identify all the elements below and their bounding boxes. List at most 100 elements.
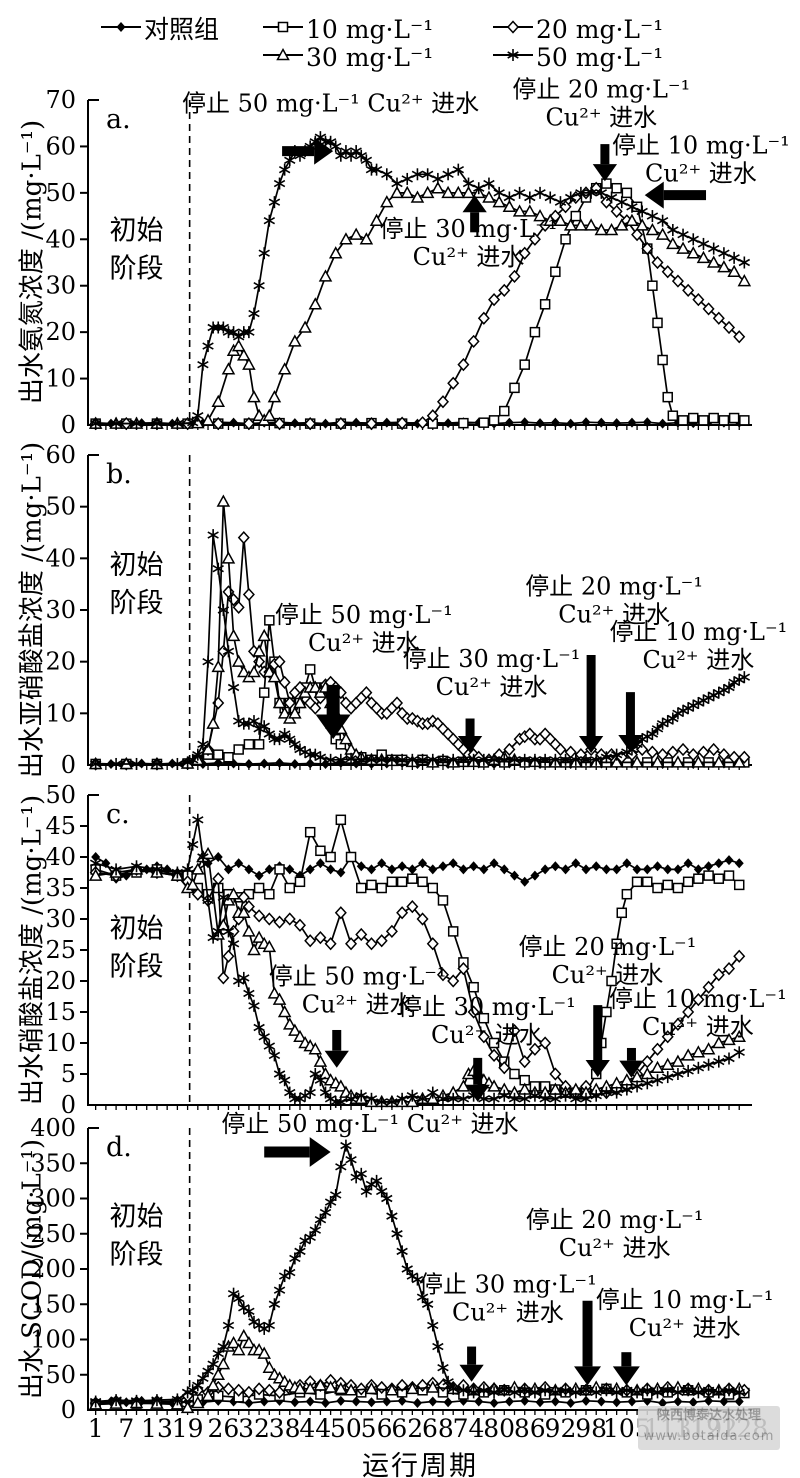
asterisk-marker-icon xyxy=(490,48,536,68)
svg-text:停止 10 mg·L⁻¹: 停止 10 mg·L⁻¹ xyxy=(609,618,787,646)
svg-text:0: 0 xyxy=(61,1091,76,1119)
svg-text:98: 98 xyxy=(575,1414,607,1443)
svg-text:200: 200 xyxy=(30,1255,76,1283)
svg-text:50: 50 xyxy=(330,1414,362,1443)
svg-text:70: 70 xyxy=(45,86,76,114)
y-axis-title-c: 出水硝酸盐浓度 /(mg·L⁻¹) xyxy=(17,794,48,1106)
svg-text:50: 50 xyxy=(45,781,76,809)
svg-text:停止 50 mg·L⁻¹ Cu²⁺ 进水: 停止 50 mg·L⁻¹ Cu²⁺ 进水 xyxy=(221,1110,518,1138)
svg-text:d.: d. xyxy=(106,1132,132,1163)
svg-text:20: 20 xyxy=(45,648,76,676)
svg-text:阶段: 阶段 xyxy=(110,952,164,983)
svg-text:5: 5 xyxy=(61,1060,76,1088)
svg-text:40: 40 xyxy=(45,843,76,871)
svg-text:Cu²⁺ 进水: Cu²⁺ 进水 xyxy=(452,1298,564,1326)
svg-text:初始: 初始 xyxy=(110,1201,164,1232)
svg-text:停止 50 mg·L⁻¹: 停止 50 mg·L⁻¹ xyxy=(275,601,453,629)
svg-text:30: 30 xyxy=(45,596,76,624)
svg-text:86: 86 xyxy=(514,1414,546,1443)
svg-text:0: 0 xyxy=(61,751,76,779)
legend-item-20: 20 mg·L⁻¹ xyxy=(490,17,663,43)
svg-text:Cu²⁺ 进水: Cu²⁺ 进水 xyxy=(642,646,754,674)
svg-text:停止 30 mg·L⁻¹: 停止 30 mg·L⁻¹ xyxy=(398,993,576,1021)
svg-text:b.: b. xyxy=(106,459,132,490)
svg-text:20: 20 xyxy=(45,318,76,346)
panel-c-series-open-diamond xyxy=(89,862,746,1100)
svg-text:Cu²⁺ 进水: Cu²⁺ 进水 xyxy=(413,243,525,271)
open-triangle-marker-icon xyxy=(260,47,306,68)
svg-text:32: 32 xyxy=(238,1414,270,1443)
y-axis-title-d: 出水 SCOD/(mg·L⁻¹) xyxy=(17,1138,48,1400)
legend-label-control: 对照组 xyxy=(144,15,220,44)
svg-text:50: 50 xyxy=(45,179,76,207)
svg-text:Cu²⁺ 进水: Cu²⁺ 进水 xyxy=(558,601,670,629)
svg-text:26: 26 xyxy=(207,1414,239,1443)
panel-c-series-asterisk xyxy=(89,813,745,1108)
legend: 对照组 10 mg·L⁻¹ 20 mg·L⁻¹ 30 mg·L⁻¹ 50 mg·… xyxy=(0,0,800,78)
legend-label-30: 30 mg·L⁻¹ xyxy=(306,43,434,72)
svg-text:Cu²⁺ 进水: Cu²⁺ 进水 xyxy=(302,991,414,1019)
svg-text:初始: 初始 xyxy=(110,550,164,581)
svg-text:10: 10 xyxy=(45,1029,76,1057)
svg-text:300: 300 xyxy=(30,1185,76,1213)
svg-text:45: 45 xyxy=(45,812,76,840)
svg-text:停止 30 mg·L⁻¹: 停止 30 mg·L⁻¹ xyxy=(403,645,581,673)
svg-text:40: 40 xyxy=(45,544,76,572)
y-axis-title-b: 出水亚硝酸盐浓度 /(mg·L⁻¹) xyxy=(17,441,48,779)
svg-text:50: 50 xyxy=(45,1361,76,1389)
svg-text:停止 30 mg·L⁻¹: 停止 30 mg·L⁻¹ xyxy=(419,1270,597,1298)
svg-text:a.: a. xyxy=(106,104,131,135)
svg-text:74: 74 xyxy=(453,1414,485,1443)
svg-text:7: 7 xyxy=(118,1414,134,1443)
open-diamond-marker-icon xyxy=(490,20,536,40)
svg-text:停止 20 mg·L⁻¹: 停止 20 mg·L⁻¹ xyxy=(526,1206,704,1234)
svg-text:停止 30 mg·L⁻¹: 停止 30 mg·L⁻¹ xyxy=(380,215,558,243)
svg-text:停止 10 mg·L⁻¹: 停止 10 mg·L⁻¹ xyxy=(609,985,787,1013)
svg-text:1: 1 xyxy=(88,1414,104,1443)
svg-text:初始: 初始 xyxy=(110,215,164,246)
svg-text:阶段: 阶段 xyxy=(110,253,164,284)
svg-text:25: 25 xyxy=(45,936,76,964)
svg-text:0: 0 xyxy=(61,1396,76,1424)
x-axis-title: 运行周期 xyxy=(362,1451,478,1478)
svg-text:c.: c. xyxy=(106,799,130,830)
svg-text:40: 40 xyxy=(45,225,76,253)
legend-label-50: 50 mg·L⁻¹ xyxy=(536,43,664,72)
svg-text:92: 92 xyxy=(545,1414,577,1443)
legend-label-10: 10 mg·L⁻¹ xyxy=(306,15,434,44)
panel-d-series-asterisk xyxy=(89,1139,745,1408)
panel-a-series-asterisk xyxy=(89,131,751,430)
y-axis-title-a: 出水氨氮浓度 /(mg·L⁻¹) xyxy=(17,119,48,405)
svg-text:35: 35 xyxy=(45,874,76,902)
svg-text:阶段: 阶段 xyxy=(110,1239,164,1270)
svg-text:13: 13 xyxy=(141,1414,173,1443)
svg-text:44: 44 xyxy=(299,1414,331,1443)
svg-text:停止 20 mg·L⁻¹: 停止 20 mg·L⁻¹ xyxy=(512,76,690,104)
svg-text:停止 10 mg·L⁻¹: 停止 10 mg·L⁻¹ xyxy=(596,1286,774,1314)
svg-text:停止 50 mg·L⁻¹ Cu²⁺ 进水: 停止 50 mg·L⁻¹ Cu²⁺ 进水 xyxy=(182,90,479,118)
open-square-marker-icon xyxy=(260,20,306,40)
watermark-line1: 陕西博泰达水处理 xyxy=(656,1408,761,1423)
panel-a-annotation: 停止 50 mg·L⁻¹ Cu²⁺ 进水 xyxy=(182,90,479,165)
watermark-line2: www.botaida.com xyxy=(643,1428,775,1444)
svg-text:Cu²⁺ 进水: Cu²⁺ 进水 xyxy=(545,104,657,132)
svg-text:15: 15 xyxy=(45,998,76,1026)
svg-text:56: 56 xyxy=(361,1414,393,1443)
svg-text:100: 100 xyxy=(30,1326,76,1354)
filled-diamond-marker-icon xyxy=(98,20,144,40)
svg-text:60: 60 xyxy=(45,441,76,469)
svg-text:80: 80 xyxy=(483,1414,515,1443)
svg-text:400: 400 xyxy=(30,1114,76,1142)
legend-item-control: 对照组 xyxy=(98,17,219,43)
